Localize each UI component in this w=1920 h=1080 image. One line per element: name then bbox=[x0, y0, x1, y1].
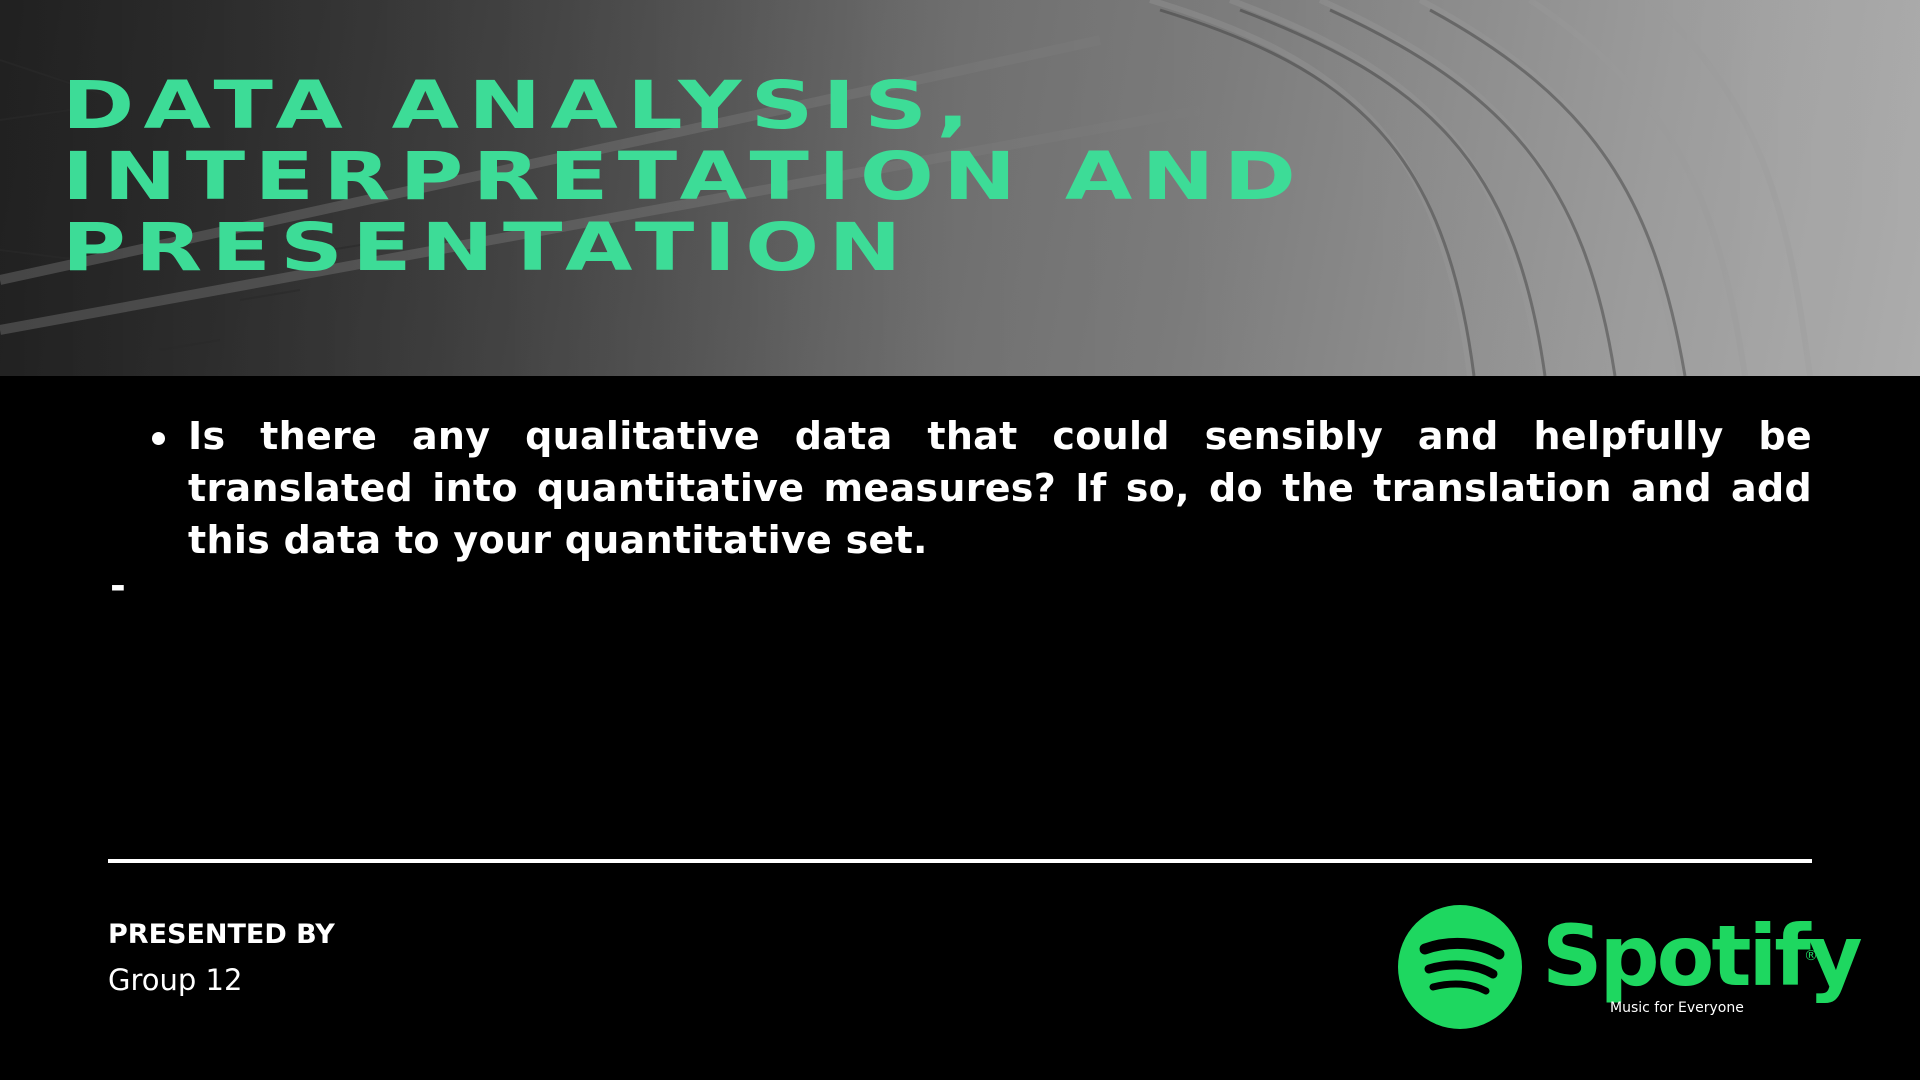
footer-divider bbox=[108, 859, 1812, 863]
bullet-text: Is there any qualitative data that could… bbox=[188, 414, 1812, 562]
list-item: Is there any qualitative data that could… bbox=[152, 410, 1812, 566]
dash-marker: - bbox=[110, 564, 126, 608]
bullet-list: Is there any qualitative data that could… bbox=[108, 410, 1812, 566]
spotify-logo-icon bbox=[1398, 905, 1522, 1029]
presented-by-label: PRESENTED BY bbox=[108, 919, 335, 950]
spotify-wordmark: Spotify bbox=[1542, 907, 1863, 1005]
content-area: Is there any qualitative data that could… bbox=[108, 410, 1812, 566]
architecture-background bbox=[0, 0, 1920, 376]
registered-mark: ® bbox=[1804, 948, 1818, 964]
bullet-dot-icon bbox=[152, 432, 165, 445]
slide-title: DATA ANALYSIS, INTERPRETATION AND PRESEN… bbox=[62, 67, 1306, 286]
header-image: DATA ANALYSIS, INTERPRETATION AND PRESEN… bbox=[0, 0, 1920, 376]
spotify-logo: Spotify ® Music for Everyone bbox=[1398, 902, 1863, 1032]
presenter-name: Group 12 bbox=[108, 963, 243, 997]
logo-tagline: Music for Everyone bbox=[1610, 1000, 1744, 1016]
